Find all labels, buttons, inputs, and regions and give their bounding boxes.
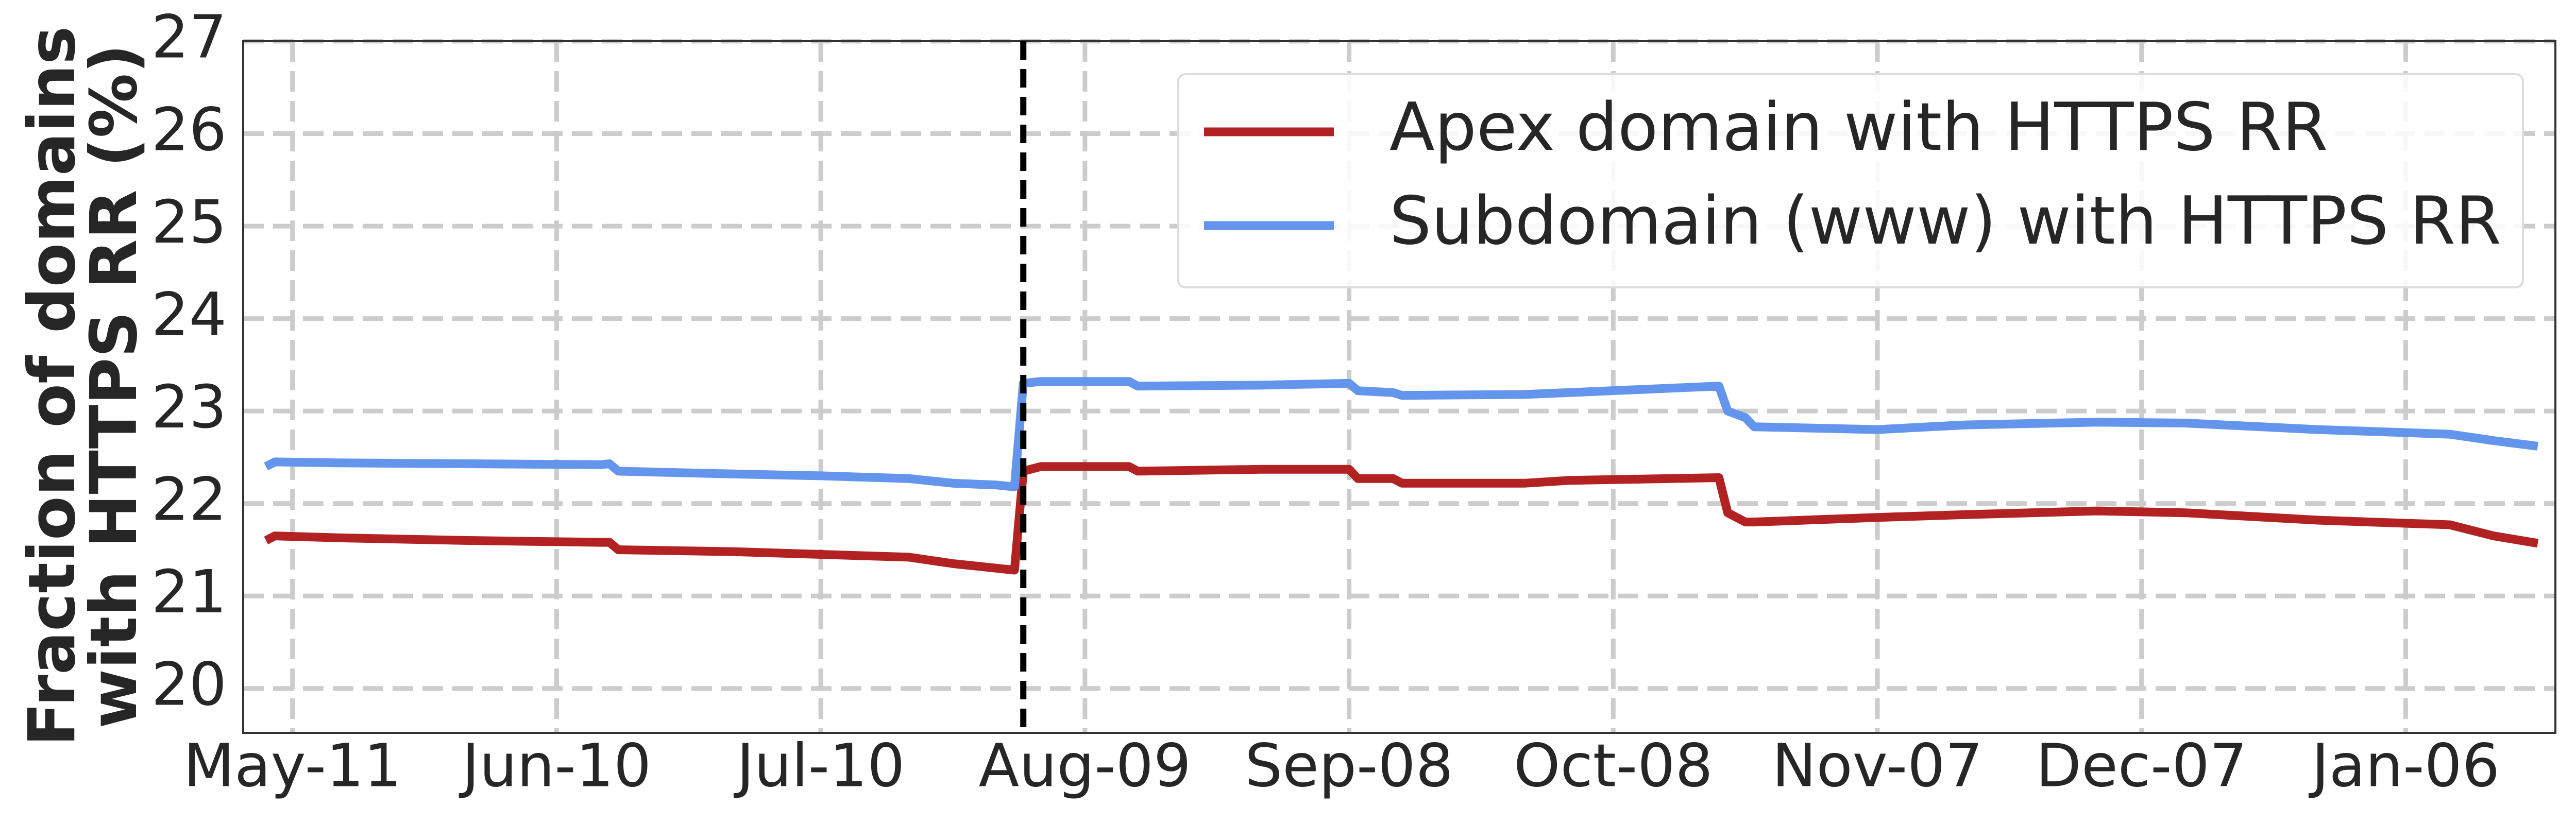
data-line [264, 377, 2538, 491]
x-tick-label: Sep-08 [1245, 732, 1453, 801]
x-tick-label: Jul-10 [734, 732, 905, 801]
x-tick-label: Jan-06 [2309, 732, 2500, 801]
legend-label: Subdomain (www) with HTTPS RR [1389, 183, 2501, 260]
y-axis-label: with HTTPS RR (%) [77, 44, 151, 728]
y-tick-label: 25 [151, 188, 227, 257]
data-line [264, 462, 2539, 575]
plot-frame [242, 40, 2556, 734]
y-tick-label: 21 [151, 558, 227, 627]
y-tick-label: 20 [151, 650, 227, 719]
x-tick-label: Dec-07 [2036, 732, 2247, 801]
x-tick-label: Aug-09 [979, 732, 1191, 801]
y-axis-label: Fraction of domains [15, 26, 90, 746]
legend-label: Apex domain with HTTPS RR [1389, 89, 2328, 166]
y-tick-label: 23 [151, 373, 227, 442]
y-tick-label: 27 [151, 3, 227, 72]
legend-box [1177, 73, 2524, 288]
x-tick-label: Jun-10 [459, 732, 652, 801]
y-tick-label: 24 [151, 280, 227, 349]
x-tick-label: Nov-07 [1772, 732, 1982, 801]
y-tick-label: 22 [151, 465, 227, 534]
x-tick-label: May-11 [183, 732, 402, 801]
x-tick-label: Oct-08 [1514, 732, 1713, 801]
y-tick-label: 26 [151, 95, 227, 164]
